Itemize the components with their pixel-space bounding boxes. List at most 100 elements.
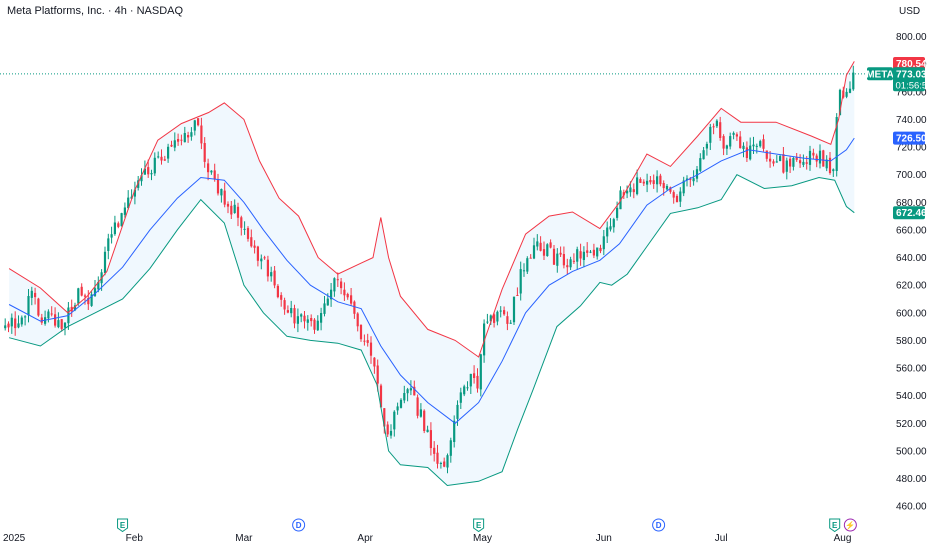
- candle: [609, 218, 612, 232]
- candle: [679, 187, 682, 207]
- candle: [612, 217, 615, 233]
- candle: [7, 321, 10, 333]
- x-tick-label: Apr: [357, 533, 373, 544]
- candle: [569, 256, 572, 270]
- candle: [516, 287, 519, 296]
- candle: [353, 300, 356, 319]
- candle: [250, 229, 253, 248]
- price-tag-label: 773.03: [896, 69, 927, 80]
- candle: [153, 152, 156, 176]
- candle: [379, 383, 383, 408]
- candle: [592, 243, 595, 259]
- candle: [695, 166, 699, 183]
- candle: [709, 123, 712, 150]
- candle: [296, 308, 299, 333]
- x-tick-label: 2025: [3, 533, 26, 544]
- candle: [223, 182, 226, 208]
- candle: [572, 253, 575, 264]
- candle: [439, 461, 442, 469]
- candle: [782, 147, 785, 174]
- candle: [396, 402, 399, 415]
- dividend-marker[interactable]: D: [652, 518, 666, 532]
- earnings-marker[interactable]: E: [117, 518, 129, 533]
- candle: [725, 144, 728, 155]
- candle: [127, 190, 130, 210]
- candle: [536, 234, 539, 251]
- candle: [293, 304, 296, 329]
- y-tick-label: 740.00: [896, 115, 927, 126]
- candle: [828, 152, 832, 175]
- candle: [240, 215, 243, 236]
- earnings-marker[interactable]: E: [829, 518, 841, 533]
- candle: [675, 194, 679, 203]
- candle: [97, 276, 100, 293]
- candle: [769, 151, 772, 168]
- candle: [350, 288, 353, 306]
- candle: [712, 123, 715, 135]
- earnings-marker[interactable]: E: [473, 518, 485, 533]
- y-tick-label: 540.00: [896, 391, 927, 402]
- candlesticks: [4, 65, 855, 474]
- candle: [54, 307, 57, 328]
- currency-label: USD: [899, 6, 920, 17]
- x-tick-label: Feb: [126, 533, 144, 544]
- candle: [532, 237, 536, 260]
- y-tick-label: 640.00: [896, 253, 927, 264]
- candle: [459, 387, 462, 409]
- candle: [699, 153, 702, 172]
- candle: [210, 170, 213, 175]
- candle: [57, 312, 60, 329]
- candle: [642, 179, 645, 186]
- candle: [549, 239, 552, 249]
- candle: [639, 177, 642, 183]
- candle: [832, 168, 835, 177]
- y-tick-label: 600.00: [896, 308, 927, 319]
- candle: [103, 246, 107, 276]
- price-tag-countdown: 01:56:57: [896, 80, 932, 91]
- split-marker[interactable]: ⚡: [843, 518, 857, 532]
- candle: [173, 132, 176, 152]
- candle: [203, 137, 206, 168]
- candle: [546, 243, 549, 257]
- candle: [685, 175, 689, 187]
- candle: [599, 244, 602, 254]
- candle: [17, 315, 20, 329]
- candle: [183, 126, 186, 143]
- candle: [47, 309, 50, 323]
- price-tag-label: 780.54: [896, 59, 927, 70]
- candle: [37, 297, 40, 317]
- candle: [429, 422, 432, 456]
- candle: [772, 159, 775, 167]
- candle: [519, 261, 522, 301]
- bollinger-band: [0, 61, 866, 486]
- candle: [785, 157, 788, 180]
- candle: [4, 318, 7, 331]
- candle: [359, 324, 363, 342]
- dividend-marker[interactable]: D: [292, 518, 306, 532]
- candle: [200, 117, 203, 150]
- candle: [190, 127, 193, 141]
- x-tick-label: Jun: [596, 533, 612, 544]
- candle: [340, 278, 343, 295]
- candle: [20, 315, 23, 327]
- candle: [333, 277, 336, 297]
- candle: [672, 190, 675, 204]
- candle: [14, 311, 17, 336]
- candle: [529, 254, 532, 259]
- candle: [453, 415, 456, 448]
- candle: [270, 266, 273, 282]
- y-tick-label: 700.00: [896, 170, 927, 181]
- candle: [802, 154, 805, 168]
- candle: [310, 314, 313, 327]
- candle: [552, 245, 556, 265]
- candle: [848, 81, 852, 94]
- candle: [715, 119, 718, 128]
- candle: [233, 199, 236, 214]
- candle: [403, 385, 406, 404]
- candle: [409, 380, 412, 396]
- candle: [596, 247, 599, 260]
- candle: [436, 444, 439, 469]
